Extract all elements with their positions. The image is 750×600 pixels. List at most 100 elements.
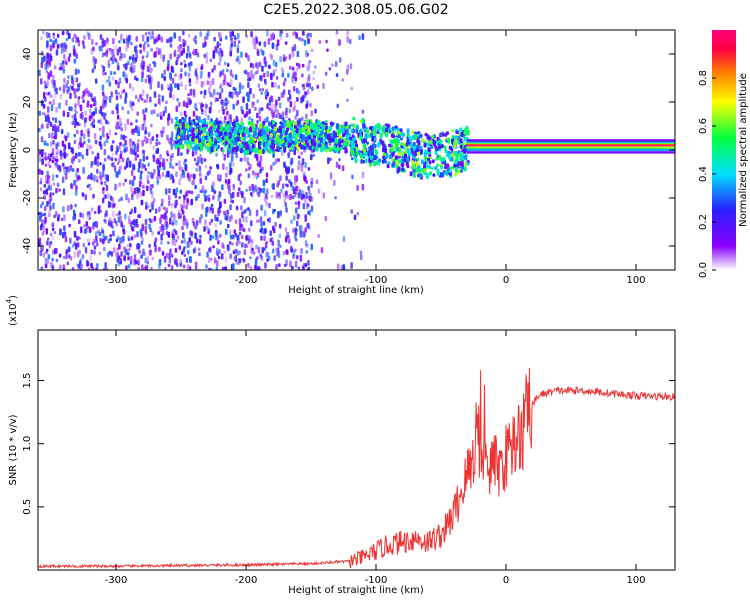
spectrogram-cell (67, 56, 71, 62)
spectrogram-cell (123, 255, 126, 261)
spectrogram-cell (275, 191, 279, 199)
spectrogram-cell (299, 189, 302, 195)
spectrogram-cell (120, 251, 123, 257)
spectrogram-cell (174, 140, 178, 145)
spectrogram-cell (232, 103, 235, 110)
spectrogram-cell (370, 155, 373, 160)
spectrogram-cell (264, 262, 267, 269)
spectrogram-cell (255, 176, 259, 180)
spectrogram-cell (118, 198, 121, 202)
spectrogram-cell (406, 164, 410, 169)
spectrogram-cell (441, 133, 445, 137)
spectrogram-cell (248, 108, 251, 115)
spectrogram-cell (243, 113, 247, 118)
spectrogram-cell (164, 106, 167, 114)
spectrogram-cell (294, 201, 298, 205)
spectrogram-cell (46, 80, 49, 87)
spectrogram-cell (129, 55, 133, 60)
spectrogram-cell (361, 183, 365, 191)
spectrogram-cell (266, 258, 269, 262)
spectrogram-cell (67, 166, 70, 173)
spectrogram-cell (138, 125, 141, 130)
spectrogram-cell (125, 46, 128, 52)
spectrogram-cell (432, 173, 436, 177)
spectrogram-cell (93, 250, 96, 255)
spectrogram-cell (223, 153, 226, 161)
spectrogram-cell (196, 134, 200, 139)
spectrogram-cell (76, 167, 79, 173)
spectrogram-cell (167, 86, 170, 91)
spectrogram-cell (159, 48, 162, 55)
spectrogram-cell (110, 144, 114, 152)
spectrogram-cell (301, 158, 305, 165)
spectrogram-cell (319, 137, 323, 143)
spectrogram-cell (76, 175, 79, 183)
spectrogram-cell (360, 159, 364, 164)
y-tick-label: 1.0 (22, 436, 33, 452)
spectrogram-cell (150, 76, 153, 84)
spectrogram-cell (362, 123, 366, 129)
spectrogram-cell (40, 78, 43, 85)
spectrogram-cell (218, 249, 221, 255)
spectrogram-cell (84, 110, 87, 117)
spectrogram-cell (75, 172, 78, 177)
x-tick-label: -100 (365, 575, 388, 586)
spectrogram-cell (427, 147, 431, 153)
spectrogram-cell (62, 206, 65, 213)
spectrogram-cell (157, 97, 161, 105)
spectrogram-cell (65, 38, 69, 41)
spectrogram-cell (125, 63, 128, 70)
spectrogram-cell (46, 240, 49, 246)
spectrogram-cell (110, 157, 114, 162)
spectrogram-cell (257, 186, 260, 190)
spectrogram-cell (322, 192, 325, 199)
spectrogram-cell (61, 140, 65, 147)
spectrogram-cell (55, 153, 58, 160)
spectrogram-cell (343, 141, 346, 147)
spectrogram-cell (161, 251, 165, 256)
spectrogram-cell (48, 32, 51, 39)
spectrogram-cell (312, 70, 315, 75)
spectrogram-cell (160, 130, 163, 134)
spectrogram-cell (41, 213, 44, 217)
spectrogram-cell (184, 165, 188, 172)
spectrogram-cell (65, 250, 68, 255)
spectrogram-cell (134, 152, 137, 156)
spectrogram-cell (168, 259, 172, 264)
spectrogram-cell (208, 138, 212, 143)
x-tick-label: -200 (235, 275, 258, 286)
spectrogram-cell (49, 38, 52, 42)
spectrogram-cell (227, 149, 231, 155)
spectrogram-cell (149, 171, 153, 179)
spectrogram-cell (285, 32, 289, 38)
spectrogram-cell (309, 145, 312, 151)
spectrogram-cell (61, 31, 65, 36)
spectrogram-cell (223, 198, 227, 204)
spectrogram-cell (52, 74, 55, 80)
spectrogram-cell (174, 247, 178, 253)
spectrogram-cell (65, 152, 69, 157)
spectrogram-cell (153, 61, 157, 68)
spectrogram-cell (272, 69, 276, 76)
spectrogram-cell (106, 135, 110, 140)
spectrogram-cell (214, 223, 218, 228)
spectrogram-cell (105, 95, 108, 101)
spectrogram-cell (122, 182, 125, 186)
spectrogram-cell (426, 142, 430, 147)
spectrogram-cell (164, 270, 167, 275)
spectrogram-cell (48, 178, 51, 186)
spectrogram-cell (146, 74, 149, 79)
spectrogram-cell (136, 143, 140, 149)
spectrogram-cell (178, 102, 181, 107)
spectrogram-cell (216, 41, 220, 48)
spectrogram-cell (226, 209, 229, 215)
spectrogram-cell (279, 244, 282, 248)
spectrogram-cell (129, 66, 132, 72)
spectrogram-cell (106, 174, 109, 180)
spectrogram-cell (200, 90, 203, 95)
spectrogram-cell (198, 118, 201, 123)
spectrogram-cell (170, 173, 173, 180)
spectrogram-cell (158, 247, 161, 252)
spectrogram-cell (442, 169, 446, 174)
